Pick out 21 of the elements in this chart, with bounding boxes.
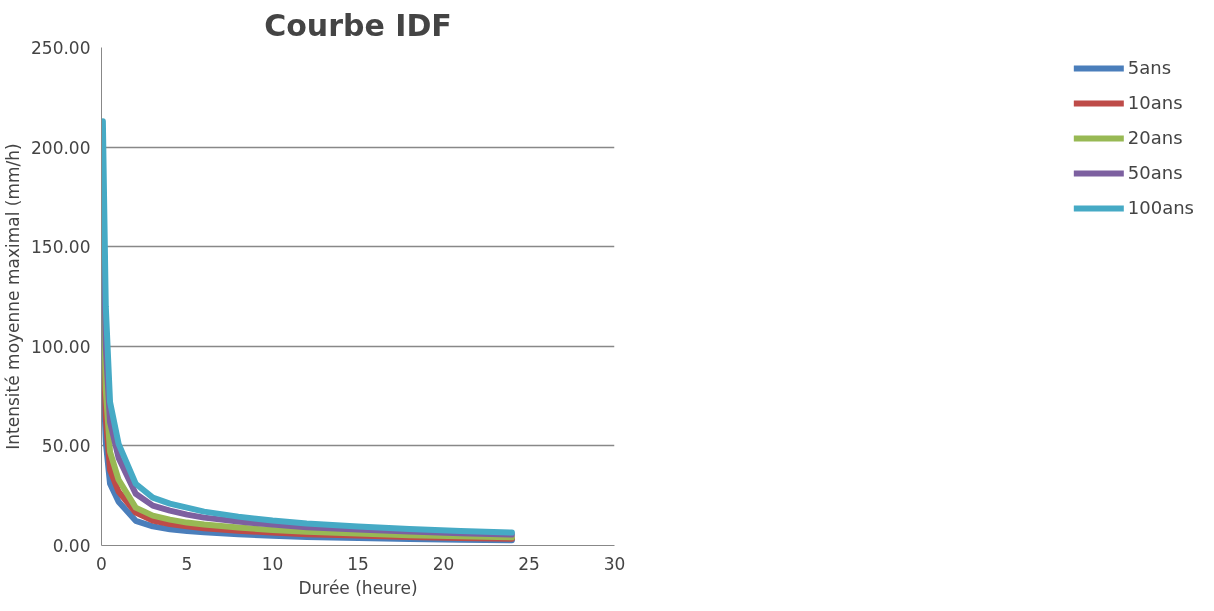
x-tick-label: 15 bbox=[347, 553, 369, 574]
y-tick-label: 0.00 bbox=[52, 536, 91, 556]
y-tick-label: 200.00 bbox=[31, 137, 91, 158]
x-tick-label: 30 bbox=[603, 553, 626, 574]
y-tick-label: 50.00 bbox=[41, 436, 91, 457]
x-tick-label: 5 bbox=[181, 553, 193, 574]
y-tick-label: 100.00 bbox=[31, 336, 91, 357]
x-tick-label: 0 bbox=[96, 553, 107, 574]
x-tick-label: 10 bbox=[261, 553, 284, 574]
y-axis-title: Intensité moyenne maximal (mm/h) bbox=[3, 143, 24, 450]
legend-label: 100ans bbox=[1127, 197, 1194, 218]
y-tick-label: 150.00 bbox=[31, 237, 91, 258]
x-axis-title: Durée (heure) bbox=[298, 577, 418, 598]
chart-title: Courbe IDF bbox=[264, 7, 452, 43]
legend-label: 5ans bbox=[1127, 57, 1172, 78]
legend-label: 10ans bbox=[1127, 92, 1183, 113]
x-tick-label: 25 bbox=[518, 553, 540, 574]
y-tick-label: 250.00 bbox=[31, 38, 91, 58]
x-tick-label: 20 bbox=[432, 553, 455, 574]
legend-label: 50ans bbox=[1127, 162, 1183, 183]
legend-label: 20ans bbox=[1127, 127, 1183, 148]
